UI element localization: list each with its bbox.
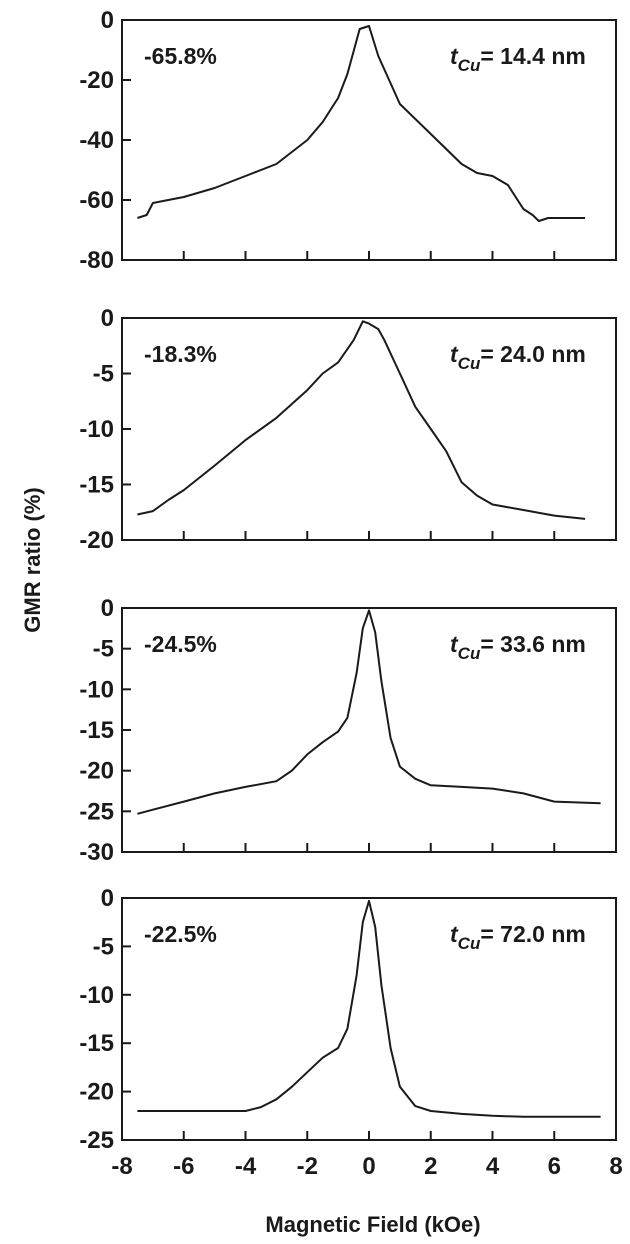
y-tick-label: -20 [79,758,114,785]
y-tick-label: -60 [79,187,114,214]
peak-gmr-value: -18.3% [144,341,217,367]
x-tick-label: 8 [609,1153,622,1180]
y-tick-label: -20 [79,1079,114,1106]
thickness-subscript: Cu [458,354,481,373]
gmr-curve-1 [137,25,586,222]
gmr-curve-2 [137,320,586,520]
y-tick-label: -10 [79,982,114,1009]
x-tick-label: 0 [362,1153,375,1180]
y-tick-label: -5 [93,361,114,388]
y-tick-label: -20 [79,67,114,94]
y-tick-label: -15 [79,1030,114,1057]
y-tick-label: -30 [79,839,114,866]
x-tick-label: 2 [424,1153,437,1180]
y-tick-label: 0 [101,7,114,34]
x-tick-label: -2 [297,1153,318,1180]
thickness-value: = 72.0 nm [480,921,585,947]
y-tick-label: -15 [79,472,114,499]
thickness-subscript: Cu [458,644,481,663]
cu-thickness-label: tCu= 14.4 nm [450,43,586,75]
thickness-value: = 33.6 nm [480,631,585,657]
peak-gmr-value: -65.8% [144,43,217,69]
y-tick-label: -5 [93,636,114,663]
thickness-value: = 14.4 nm [480,43,585,69]
thickness-symbol: t [450,921,459,947]
y-tick-label: -20 [79,527,114,554]
y-tick-label: -5 [93,933,114,960]
cu-thickness-label: tCu= 24.0 nm [450,341,586,373]
thickness-subscript: Cu [458,56,481,75]
thickness-subscript: Cu [458,934,481,953]
cu-thickness-label: tCu= 72.0 nm [450,921,586,953]
y-tick-label: -80 [79,247,114,274]
y-tick-label: 0 [101,305,114,332]
x-tick-label: 4 [486,1153,500,1180]
x-tick-label: 6 [548,1153,561,1180]
cu-thickness-label: tCu= 33.6 nm [450,631,586,663]
peak-gmr-value: -22.5% [144,921,217,947]
x-axis-title: Magnetic Field (kOe) [265,1212,480,1237]
x-tick-label: -4 [235,1153,257,1180]
thickness-symbol: t [450,43,459,69]
thickness-symbol: t [450,341,459,367]
y-tick-label: -25 [79,798,114,825]
y-tick-label: -15 [79,717,114,744]
peak-gmr-value: -24.5% [144,631,217,657]
thickness-value: = 24.0 nm [480,341,585,367]
x-tick-label: -8 [111,1153,132,1180]
gmr-curve-3 [137,609,601,815]
y-tick-label: 0 [101,595,114,622]
y-tick-label: -10 [79,416,114,443]
x-tick-label: -6 [173,1153,194,1180]
gmr-curve-4 [137,899,601,1118]
y-tick-label: -25 [79,1127,114,1154]
y-tick-label: 0 [101,885,114,912]
y-tick-label: -40 [79,127,114,154]
y-axis-title: GMR ratio (%) [20,487,45,632]
y-tick-label: -10 [79,676,114,703]
thickness-symbol: t [450,631,459,657]
